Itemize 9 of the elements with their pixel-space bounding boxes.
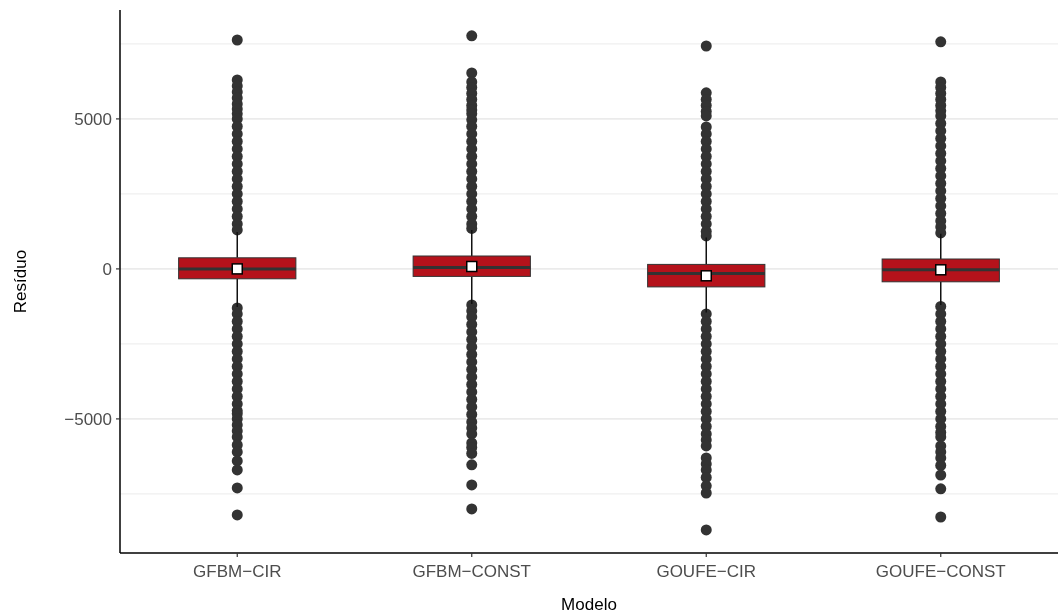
- x-axis-title: Modelo: [561, 595, 617, 614]
- y-axis-title: Resíduo: [11, 249, 30, 314]
- y-tick-label: 5000: [74, 109, 112, 129]
- y-tick-label: −5000: [64, 409, 112, 429]
- y-tick-label: 0: [102, 259, 112, 279]
- x-tick-label: GOUFE−CONST: [875, 562, 1006, 581]
- x-tick-label: GOUFE−CIR: [656, 562, 757, 581]
- x-tick-label: GFBM−CONST: [412, 562, 532, 581]
- x-tick-label: GFBM−CIR: [193, 562, 282, 581]
